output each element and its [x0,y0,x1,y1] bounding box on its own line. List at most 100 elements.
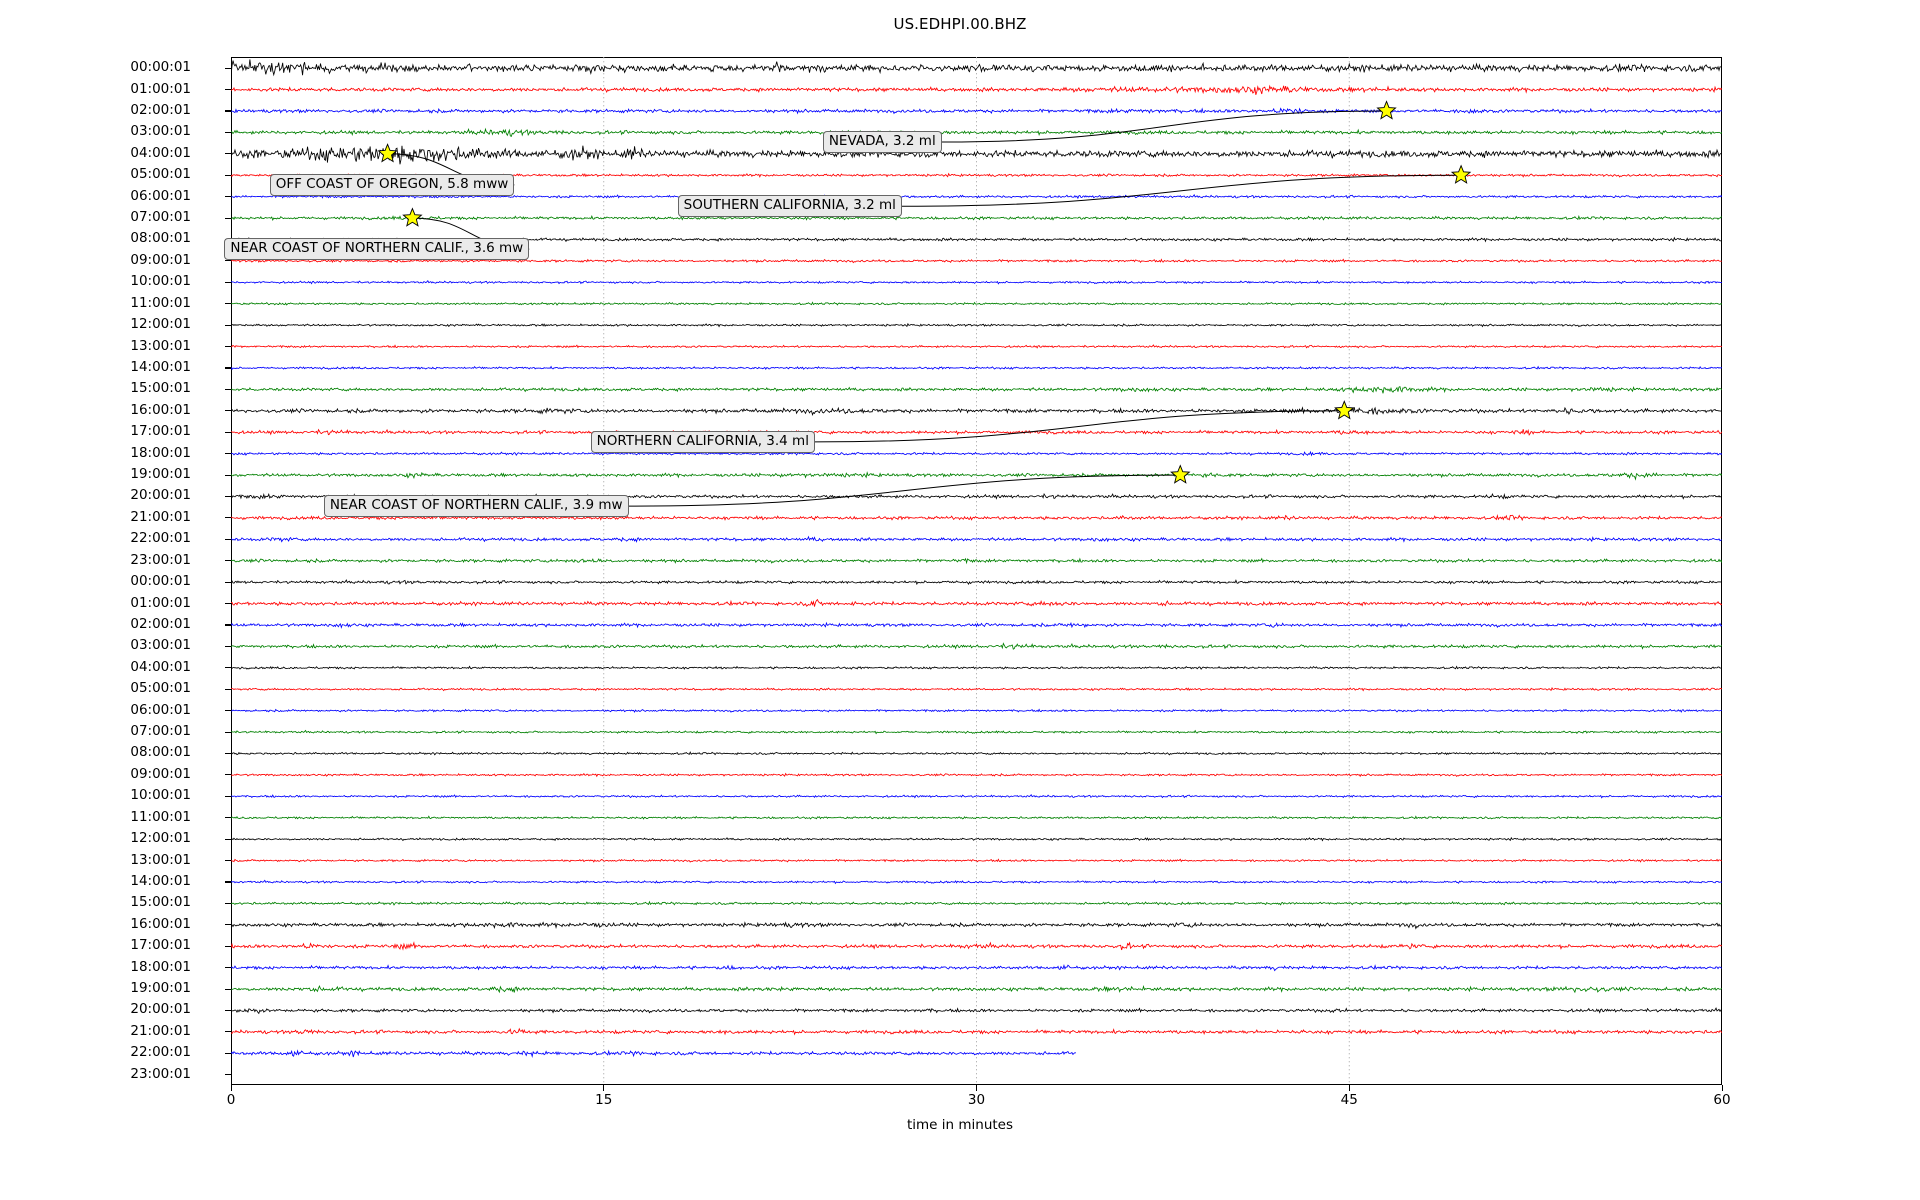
waveform-trace [231,1049,1077,1058]
waveform-trace [231,258,1722,264]
y-axis-tick-label: 02:00:01 [130,615,191,632]
y-axis-tick-label: 16:00:01 [130,915,191,932]
y-axis-tick [225,838,231,840]
waveform-trace [231,107,1722,115]
waveform-trace [231,1027,1722,1036]
waveform-trace [231,687,1722,692]
y-axis-tick-label: 01:00:01 [130,80,191,97]
waveform-trace [231,406,1722,416]
waveform-trace [231,941,1722,951]
y-axis-tick [225,924,231,926]
event-annotation-label[interactable]: NORTHERN CALIFORNIA, 3.4 ml [590,430,815,453]
event-star-icon[interactable] [1334,400,1355,420]
x-axis-title: time in minutes [906,1117,1014,1133]
x-axis-tick-label: 30 [967,1092,986,1108]
y-axis-tick-label: 19:00:01 [130,980,191,997]
y-axis-tick [225,67,231,69]
y-axis-tick-label: 12:00:01 [130,830,191,847]
y-axis-tick-label: 16:00:01 [130,401,191,418]
waveform-trace [231,579,1722,586]
y-axis-tick-label: 13:00:01 [130,851,191,868]
waveform-trace [231,708,1722,713]
waveform-trace [231,879,1722,885]
y-axis-tick [225,303,231,305]
x-axis-tick-label: 60 [1713,1092,1731,1108]
y-axis-tick [225,581,231,583]
y-axis-tick [225,795,231,797]
y-axis-tick [225,752,231,755]
event-annotation-label[interactable]: NEVADA, 3.2 ml [822,131,942,154]
waveform-trace [231,557,1722,565]
y-axis-tick [225,281,231,283]
y-axis-tick-label: 01:00:01 [130,594,191,611]
y-axis-tick-label: 09:00:01 [130,251,191,268]
y-axis-tick [225,860,231,862]
y-axis-tick [225,89,231,91]
waveform-trace [231,621,1722,629]
waveform-trace [231,322,1722,328]
event-annotation-label[interactable]: SOUTHERN CALIFORNIA, 3.2 ml [677,195,902,218]
waveform-trace [231,471,1722,481]
x-axis-tick-label: 0 [226,1092,236,1108]
waveform-trace [231,772,1722,778]
y-axis-tick-label: 14:00:01 [130,872,191,889]
plot-area [231,57,1722,1085]
waveform-trace [231,301,1722,306]
y-axis-tick [225,410,231,412]
waveform-trace [231,145,1722,165]
x-axis-tick-label: 45 [1340,1092,1358,1108]
event-star-icon[interactable] [377,143,398,163]
y-axis-tick-label: 20:00:01 [130,487,191,504]
y-axis-tick-label: 08:00:01 [130,744,191,761]
y-axis-tick [225,624,231,626]
y-axis-tick-label: 15:00:01 [130,894,191,911]
waveform-trace [231,921,1722,930]
event-star-icon[interactable] [1450,164,1472,184]
y-axis-tick [225,367,231,369]
y-axis-tick-label: 17:00:01 [130,423,191,440]
waveform-trace [231,984,1722,994]
y-axis-tick-label: 13:00:01 [130,337,191,354]
event-star-icon[interactable] [402,207,423,227]
y-axis-tick [225,710,231,712]
waveform-trace [231,279,1722,285]
y-axis-tick [225,645,231,647]
waveform-trace [231,900,1722,906]
x-axis-tick [1348,1085,1350,1091]
waveform-trace [231,428,1722,436]
y-axis-tick-label: 22:00:01 [130,1044,191,1061]
waveform-trace [231,535,1722,543]
annotation-leader-line [814,410,1345,443]
waveform-trace [231,598,1722,607]
y-axis-tick [225,1074,231,1076]
event-annotation-label[interactable]: NEAR COAST OF NORTHERN CALIF., 3.6 mw [224,238,530,261]
y-axis-tick-label: 22:00:01 [130,530,191,547]
y-axis-tick-label: 11:00:01 [130,294,191,311]
y-axis-tick [225,817,231,819]
event-annotation-label[interactable]: OFF COAST OF OREGON, 5.8 mww [269,173,515,196]
y-axis-tick [225,453,231,455]
waveform-trace [231,665,1722,670]
y-axis-tick-label: 02:00:01 [130,101,191,118]
x-axis-tick [976,1085,978,1091]
y-axis-tick [225,560,231,562]
y-axis-tick [225,1009,231,1012]
y-axis-tick [225,1031,231,1033]
waveform-trace [231,84,1722,95]
waveform-traces [231,57,1722,1085]
event-annotation-leaders [377,100,1472,507]
annotation-leader-line [941,110,1387,143]
y-axis-tick [225,346,231,348]
y-axis-tick [225,902,231,904]
annotation-leader-line [628,474,1181,507]
event-star-icon[interactable] [1170,464,1191,484]
y-axis-tick [225,388,231,390]
waveform-trace [231,815,1722,820]
event-star-icon[interactable] [1376,100,1397,120]
y-axis-tick-label: 05:00:01 [130,680,191,697]
y-axis-tick [225,474,231,476]
waveform-trace [231,127,1722,137]
y-axis-tick [225,196,231,198]
y-axis-tick-label: 12:00:01 [130,316,191,333]
event-annotation-label[interactable]: NEAR COAST OF NORTHERN CALIF., 3.9 mw [323,495,629,518]
